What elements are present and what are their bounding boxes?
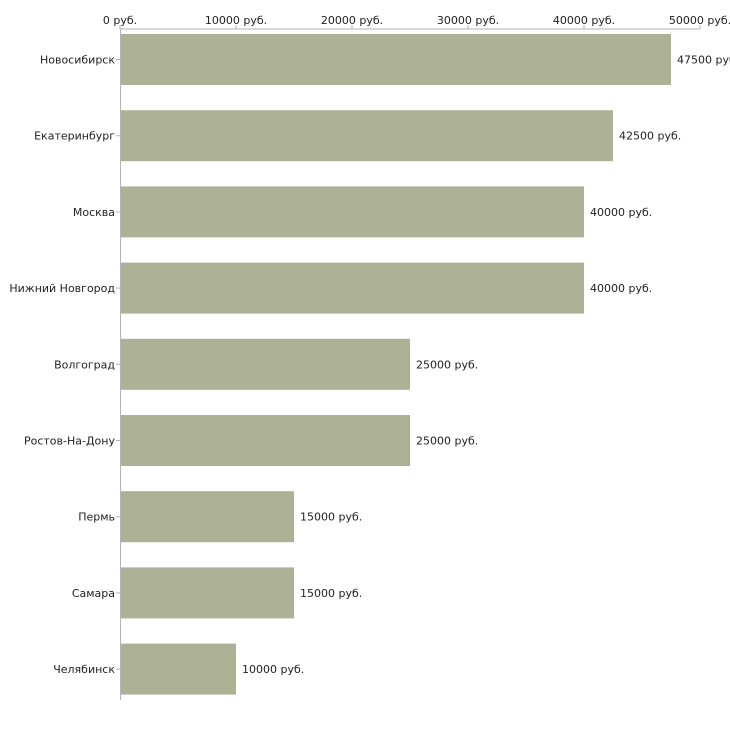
bar bbox=[121, 186, 584, 238]
value-label: 40000 руб. bbox=[590, 206, 652, 219]
label-layer: Новосибирск 47500 руб. Екатеринбург 42500 р… bbox=[9, 54, 730, 677]
x-tick-label: 30000 руб. bbox=[437, 14, 499, 27]
x-tick-label: 20000 руб. bbox=[321, 14, 383, 27]
value-label: 25000 руб. bbox=[416, 435, 478, 448]
category-label: Новосибирск bbox=[40, 54, 115, 67]
x-tick-label: 0 руб. bbox=[103, 14, 137, 27]
bar bbox=[121, 567, 294, 619]
category-label: Екатеринбург bbox=[34, 130, 115, 143]
category-label: Ростов-На-Дону bbox=[24, 435, 115, 448]
x-tick-label: 40000 руб. bbox=[553, 14, 615, 27]
value-label: 47500 руб. bbox=[677, 54, 730, 67]
bar bbox=[121, 643, 236, 695]
axis-layer: 0 руб. 10000 руб. 20000 руб. 30000 руб. 4000… bbox=[103, 14, 730, 700]
category-label: Москва bbox=[73, 206, 115, 219]
value-label: 10000 руб. bbox=[242, 663, 304, 676]
value-label: 42500 руб. bbox=[619, 130, 681, 143]
bar bbox=[121, 415, 410, 466]
category-label: Челябинск bbox=[53, 663, 115, 676]
bar bbox=[121, 491, 294, 543]
bar bbox=[121, 262, 584, 314]
bar bbox=[121, 110, 613, 162]
category-label: Волгоград bbox=[54, 358, 115, 371]
category-label: Самара bbox=[72, 587, 115, 600]
category-label: Пермь bbox=[78, 511, 115, 524]
value-label: 15000 руб. bbox=[300, 511, 362, 524]
category-label: Нижний Новгород bbox=[9, 282, 115, 295]
bar bbox=[121, 338, 410, 390]
value-label: 15000 руб. bbox=[300, 587, 362, 600]
x-tick-label: 10000 руб. bbox=[205, 14, 267, 27]
value-label: 40000 руб. bbox=[590, 282, 652, 295]
bar-layer bbox=[121, 34, 671, 695]
value-label: 25000 руб. bbox=[416, 358, 478, 371]
x-tick-label: 50000 руб. bbox=[669, 14, 730, 27]
bar bbox=[121, 34, 671, 85]
